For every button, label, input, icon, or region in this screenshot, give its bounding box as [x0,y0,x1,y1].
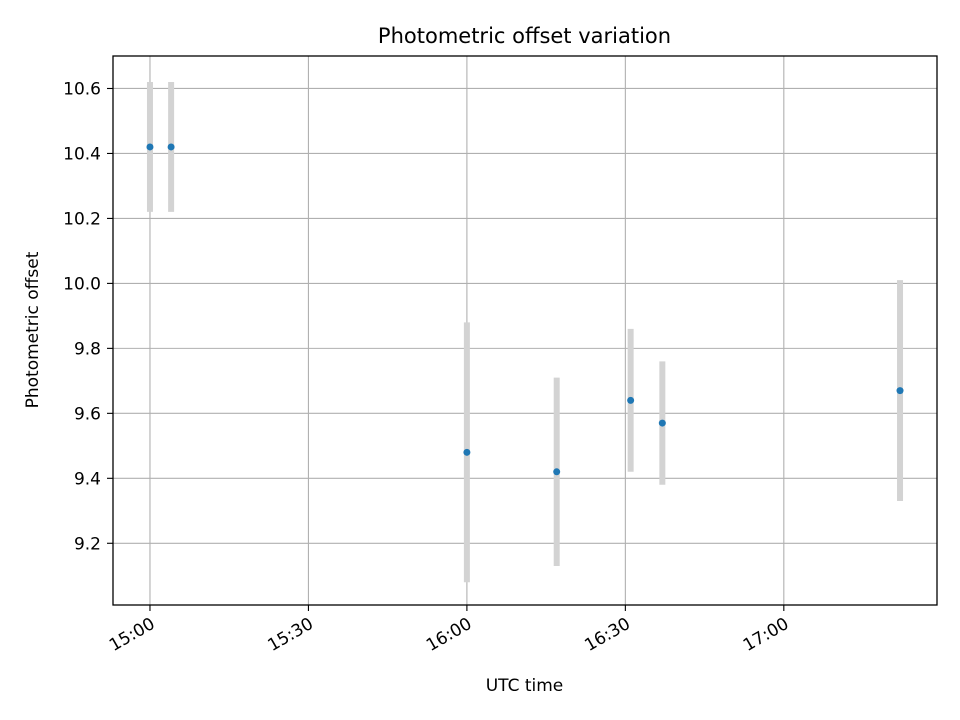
y-tick-label: 9.2 [74,534,101,554]
y-tick-label: 9.8 [74,339,101,359]
y-tick-label: 10.2 [63,209,101,229]
x-axis-label: UTC time [486,676,564,696]
y-axis-label: Photometric offset [23,251,43,408]
data-point [146,143,154,151]
chart-title: Photometric offset variation [378,24,671,48]
y-tick-label: 10.4 [63,144,101,164]
data-point [463,448,471,456]
data-points [146,143,904,476]
y-tick-label: 10.6 [63,79,101,99]
y-tick-label: 9.6 [74,404,101,424]
data-point [553,468,561,476]
y-axis-ticks: 9.2 9.4 9.6 9.8 10.0 10.2 10.4 10.6 [63,79,113,554]
data-point [658,419,666,427]
data-point [167,143,175,151]
data-point [896,387,904,395]
grid [113,56,937,605]
plot-frame [112,55,938,606]
data-point [627,396,635,404]
y-tick-label: 10.0 [63,274,101,294]
y-tick-label: 9.4 [74,469,101,489]
